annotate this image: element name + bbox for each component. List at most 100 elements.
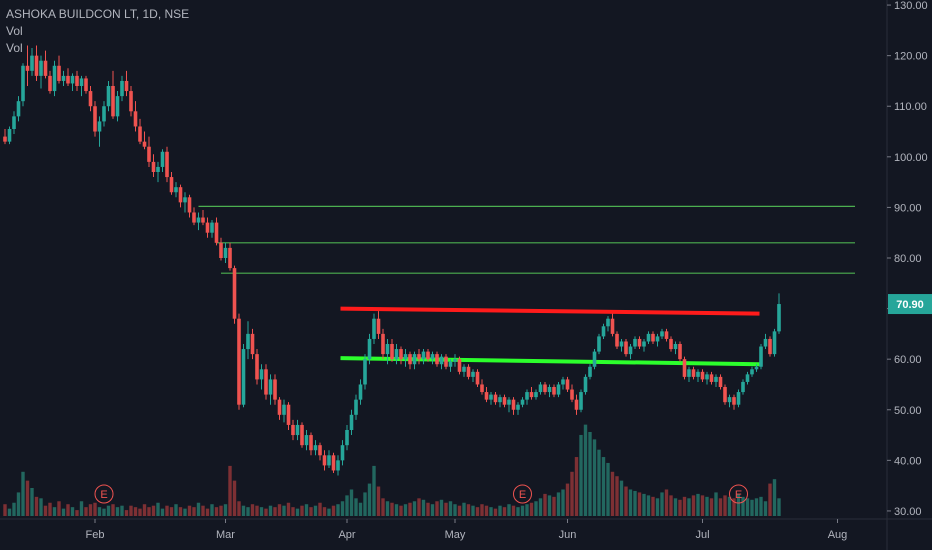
volume-bar: [322, 507, 327, 516]
volume-bar: [327, 508, 331, 516]
candle-body: [597, 336, 601, 352]
candle-body: [39, 60, 43, 76]
candle-body: [732, 397, 736, 405]
candle-body: [363, 359, 367, 385]
candle-body: [642, 341, 646, 347]
volume-bar: [597, 449, 601, 516]
volume-bar: [583, 424, 588, 516]
volume-bar: [318, 502, 322, 516]
volume-bar: [732, 498, 736, 516]
candle-body: [34, 55, 39, 76]
candle-body: [156, 166, 160, 172]
candle-body: [448, 361, 453, 367]
volume-bar: [669, 495, 673, 516]
volume-bar: [273, 507, 277, 516]
volume-bar: [475, 507, 480, 516]
volume-bar: [718, 498, 723, 516]
volume-bar: [30, 488, 34, 516]
candle-body: [624, 341, 628, 355]
volume-bar: [534, 501, 538, 516]
candle-body: [655, 336, 660, 342]
candle-body: [106, 86, 111, 107]
candle-body: [52, 65, 57, 92]
volume-legend-2[interactable]: Vol: [6, 41, 23, 55]
candle-body: [192, 212, 196, 223]
candle-body: [228, 247, 232, 269]
symbol-title[interactable]: ASHOKA BUILDCON LT, 1D, NSE: [6, 7, 190, 21]
volume-bar: [777, 498, 781, 516]
volume-bar: [615, 476, 619, 516]
candle-body: [7, 129, 12, 142]
volume-bar: [264, 508, 268, 516]
volume-bar: [624, 486, 628, 516]
volume-bar: [228, 465, 232, 516]
volume-bar: [417, 498, 421, 516]
volume-bar: [183, 508, 187, 516]
volume-bar: [759, 496, 763, 516]
candle-body: [205, 222, 210, 233]
volume-bar: [642, 493, 646, 516]
candle-body: [682, 359, 687, 377]
price-tick-label: 30.00: [894, 506, 922, 518]
volume-bar: [633, 490, 637, 516]
candle-body: [250, 333, 255, 355]
volume-bar: [448, 501, 453, 516]
volume-bar: [277, 504, 282, 516]
candle-body: [327, 455, 331, 466]
volume-bar: [106, 505, 111, 516]
candle-body: [673, 344, 678, 350]
candle-body: [147, 146, 151, 162]
candle-body: [660, 331, 664, 337]
volume-bar: [705, 496, 709, 516]
candle-body: [268, 379, 273, 395]
volume-bar: [516, 507, 520, 516]
volume-bar: [331, 505, 336, 516]
earnings-marker: [94, 484, 114, 504]
volume-bar: [214, 507, 219, 516]
candle-body: [435, 354, 439, 365]
volume-bar: [129, 505, 133, 516]
volume-bar: [561, 489, 565, 516]
candle-body: [745, 374, 750, 382]
earnings-marker: [513, 484, 532, 504]
volume-bar: [295, 508, 300, 516]
candle-body: [237, 318, 241, 405]
candle-body: [241, 349, 246, 405]
candle-body: [529, 392, 534, 398]
candle-body: [84, 78, 88, 92]
volume-bar: [655, 498, 660, 516]
candle-body: [750, 369, 754, 375]
candle-body: [628, 346, 633, 355]
candle-body: [759, 346, 763, 367]
candle-body: [151, 161, 156, 172]
candle-body: [426, 351, 430, 360]
volume-bar: [525, 504, 529, 516]
volume-bar: [412, 501, 417, 516]
candle-body: [349, 414, 354, 430]
price-tick-label: 120.00: [894, 51, 928, 63]
candle-body: [66, 75, 70, 84]
candle-body: [462, 366, 466, 372]
volume-bar: [196, 502, 201, 516]
volume-bar: [741, 496, 745, 516]
volume-bar: [151, 505, 156, 516]
volume-bar: [480, 504, 484, 516]
candle-body: [475, 371, 480, 385]
volume-bar: [736, 493, 741, 516]
volume-bar: [687, 498, 691, 516]
volume-bar: [574, 457, 579, 516]
volume-legend-1[interactable]: Vol: [6, 24, 23, 38]
volume-bar: [565, 483, 570, 516]
candle-body: [142, 141, 147, 147]
volume-bar: [286, 502, 291, 516]
candle-body: [736, 392, 741, 405]
volume-bar: [394, 504, 399, 516]
volume-bar: [282, 505, 286, 516]
volume-bar: [435, 501, 439, 516]
volume-bar: [102, 508, 106, 516]
volume-bar: [124, 510, 129, 516]
candle-body: [417, 354, 421, 360]
candle-body: [88, 91, 93, 107]
